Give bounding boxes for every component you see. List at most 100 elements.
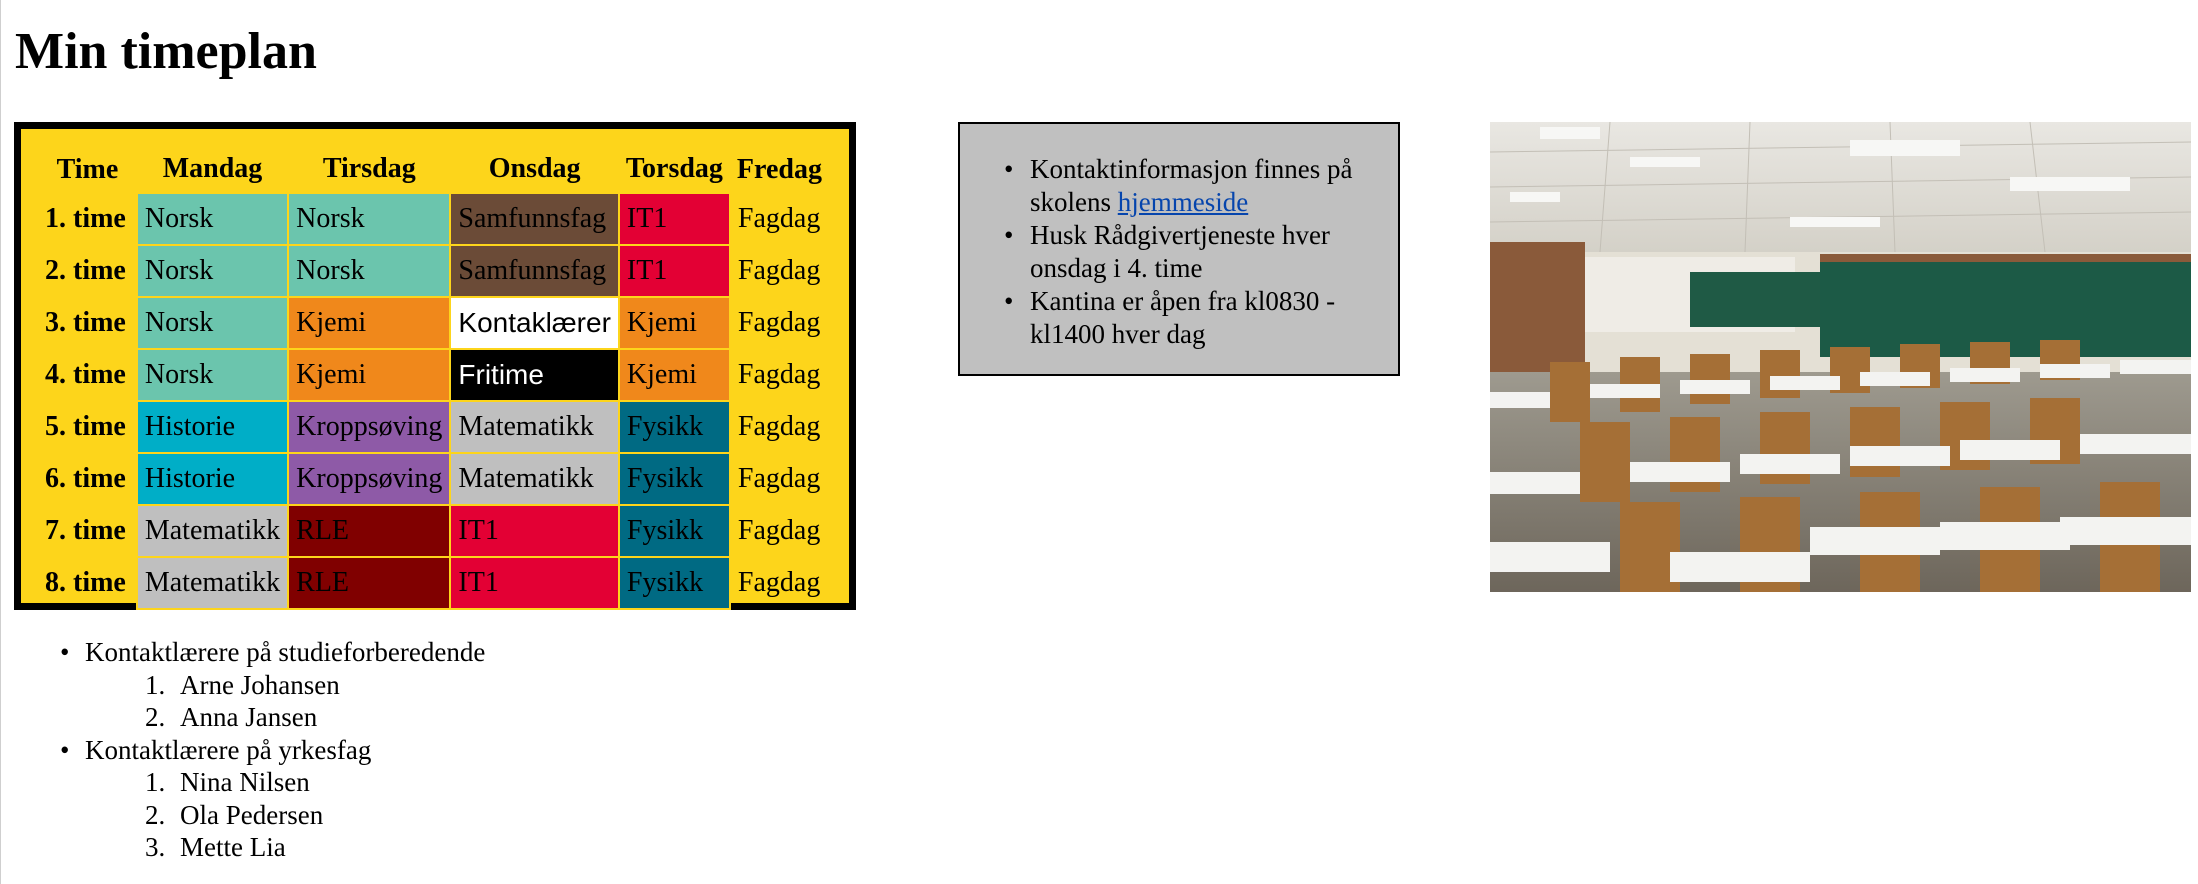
subject-cell: Kontaklærer <box>449 296 620 350</box>
list-number: 1. <box>145 767 166 797</box>
subject-cell: IT1 <box>617 244 731 298</box>
info-item-contact-text: Kontaktinformasjon finnes på skolens <box>1030 154 1353 217</box>
timetable-row: 1. time Norsk Norsk Samfunnsfag IT1 Fagdag <box>38 192 829 246</box>
subject-cell: Norsk <box>135 348 290 402</box>
subject-cell: Kjemi <box>287 296 452 350</box>
subject-cell: Kjemi <box>617 296 731 350</box>
header-time: Time <box>56 153 119 185</box>
timetable-row: 7. time Matematikk RLE IT1 Fysikk Fagdag <box>38 504 829 558</box>
subject-cell: Fritime <box>449 348 620 402</box>
timetable-header-row: Time Mandag Tirsdag Onsdag Torsdag Freda… <box>38 146 829 193</box>
hour-label: 7. time <box>45 515 126 546</box>
list-number: 1. <box>145 669 166 700</box>
timetable-row: 5. time Historie Kroppsøving Matematikk Fysi… <box>38 400 829 454</box>
hour-label: 5. time <box>45 411 126 442</box>
subject-cell: Norsk <box>287 192 452 246</box>
subject-cell: Fysikk <box>617 452 731 506</box>
header-fredag: Fredag <box>736 153 822 185</box>
subject-cell: Fysikk <box>617 400 731 454</box>
header-mandag: Mandag <box>162 153 263 184</box>
subject-cell: RLE <box>287 556 452 610</box>
subject-cell: Kjemi <box>617 348 731 402</box>
header-tirsdag: Tirsdag <box>322 153 416 184</box>
teacher-name: 3. Mette Lia <box>85 831 485 864</box>
hour-label: 4. time <box>45 359 126 390</box>
teacher-name: 1. Arne Johansen <box>85 669 485 702</box>
info-item-contact: Kontaktinformasjon finnes på skolens hje… <box>1004 153 1389 219</box>
subject-cell: Historie <box>135 400 290 454</box>
hour-label: 1. time <box>45 203 126 234</box>
header-torsdag: Torsdag <box>625 153 723 184</box>
list-number: 2. <box>145 702 166 732</box>
subject-cell: IT1 <box>449 556 620 610</box>
homepage-link[interactable]: hjemmeside <box>1117 187 1249 217</box>
contact-group-label: Kontaktlærere på yrkesfag <box>85 734 372 765</box>
page-left-border <box>0 0 1 884</box>
subject-cell: Matematikk <box>449 452 620 506</box>
contact-groups: Kontaktlærere på studieforberedende1.Arn… <box>60 636 485 864</box>
info-item-counseling: Husk Rådgivertjeneste hver onsdag i 4. t… <box>1004 219 1389 285</box>
teacher-list: 1. Arne Johansen 2. Anna Jansen <box>85 669 485 734</box>
timetable-row: 4. time Norsk Kjemi Fritime Kjemi Fagdag <box>38 348 829 402</box>
teacher-list: 1. Nina Nilsen 2. Ola Pedersen 3. Mette Lia <box>85 766 485 864</box>
contact-group-label: Kontaktlærere på studieforberedende <box>85 637 486 667</box>
subject-cell: RLE <box>287 504 452 558</box>
info-box: Kontaktinformasjon finnes på skolens hje… <box>958 122 1400 376</box>
teacher-name-text: Mette Lia <box>180 832 286 862</box>
subject-cell: Matematikk <box>135 504 290 558</box>
subject-cell: Fagdag <box>737 463 821 494</box>
hour-label: 8. time <box>45 567 126 598</box>
list-number: 2. <box>145 799 166 830</box>
subject-cell: Fysikk <box>617 556 731 610</box>
teacher-name: 2. Anna Jansen <box>85 701 485 734</box>
subject-cell: Norsk <box>135 244 290 298</box>
subject-cell: Kjemi <box>287 348 452 402</box>
subject-cell: Norsk <box>287 244 452 298</box>
classroom-illustration <box>1490 122 2191 592</box>
subject-cell: IT1 <box>449 504 620 558</box>
page-title: Min timeplan <box>15 23 317 80</box>
subject-cell: Fagdag <box>737 567 821 598</box>
subject-cell: Norsk <box>135 296 290 350</box>
teacher-name-text: Nina Nilsen <box>180 767 310 797</box>
teacher-name: 1. Nina Nilsen <box>85 766 485 799</box>
subject-cell: Fysikk <box>617 504 731 558</box>
list-number: 3. <box>145 832 166 862</box>
subject-cell: Kroppsøving <box>287 400 452 454</box>
teacher-name: 2. Ola Pedersen <box>85 799 485 832</box>
hour-label: 6. time <box>45 463 126 494</box>
subject-cell: Samfunnsfag <box>449 244 620 298</box>
teacher-name-text: Anna Jansen <box>180 702 318 732</box>
subject-cell: Fagdag <box>737 255 821 286</box>
subject-cell: Matematikk <box>135 556 290 610</box>
timetable-row: 6. time Historie Kroppsøving Matematikk Fysi… <box>38 452 829 506</box>
subject-cell: Samfunnsfag <box>449 192 620 246</box>
hour-label: 3. time <box>45 307 126 338</box>
subject-cell: Norsk <box>135 192 290 246</box>
subject-cell: Matematikk <box>449 400 620 454</box>
subject-cell: IT1 <box>617 192 731 246</box>
subject-cell: Fagdag <box>737 307 821 338</box>
info-list: Kontaktinformasjon finnes på skolens hje… <box>1004 153 1389 351</box>
info-item-canteen: Kantina er åpen fra kl0830 - kl1400 hver… <box>1004 285 1389 351</box>
subject-cell: Fagdag <box>737 203 821 234</box>
subject-cell: Fagdag <box>737 411 821 442</box>
teacher-name-text: Arne Johansen <box>180 669 340 700</box>
subject-cell: Historie <box>135 452 290 506</box>
teacher-name-text: Ola Pedersen <box>180 799 324 830</box>
contact-teachers-list: Kontaktlærere på studieforberedende1.Arn… <box>60 636 485 864</box>
classroom-photo <box>1490 122 2191 592</box>
timetable: Time Mandag Tirsdag Onsdag Torsdag Freda… <box>38 146 829 610</box>
timetable-row: 2. time Norsk Norsk Samfunnsfag IT1 Fagdag <box>38 244 829 298</box>
subject-cell: Kroppsøving <box>287 452 452 506</box>
timetable-body: 1. time Norsk Norsk Samfunnsfag IT1 Fagdag 2. … <box>38 192 829 610</box>
timetable-row: 8. time Matematikk RLE IT1 Fysikk Fagdag <box>38 556 829 610</box>
subject-cell: Fagdag <box>737 359 821 390</box>
header-onsdag: Onsdag <box>488 153 581 184</box>
hour-label: 2. time <box>45 255 126 286</box>
timetable-row: 3. time Norsk Kjemi Kontaklærer Kjemi Fagdag <box>38 296 829 350</box>
subject-cell: Fagdag <box>737 515 821 546</box>
timetable-container: Time Mandag Tirsdag Onsdag Torsdag Freda… <box>14 122 856 610</box>
